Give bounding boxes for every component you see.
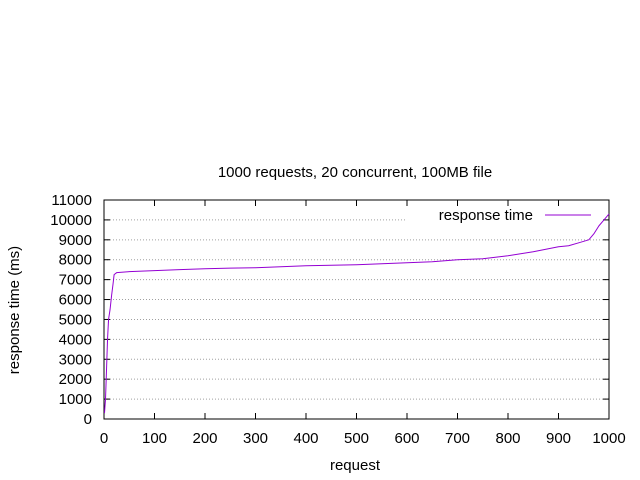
y-tick-label-4000: 4000 [59, 331, 92, 348]
x-tick-labels: 0 100 200 300 400 500 600 700 800 900 1000 [100, 430, 626, 447]
x-tick-label-300: 300 [243, 430, 268, 447]
y-tick-label-3000: 3000 [59, 351, 92, 368]
legend: response time [439, 207, 591, 224]
chart-title: 1000 requests, 20 concurrent, 100MB file [218, 164, 492, 181]
x-tick-label-100: 100 [142, 430, 167, 447]
y-tick-label-1000: 1000 [59, 391, 92, 408]
x-tick-label-700: 700 [445, 430, 470, 447]
series-line-0 [104, 213, 610, 414]
y-tick-label-9000: 9000 [59, 232, 92, 249]
axes [103, 199, 610, 420]
y-tick-labels: 0 1000 2000 3000 4000 5000 6000 7000 8000 9000 100… [50, 192, 92, 428]
y-tick-label-11000: 11000 [51, 192, 92, 209]
x-tick-label-0: 0 [100, 430, 108, 447]
x-tick-label-500: 500 [344, 430, 369, 447]
y-axis-label: response time (ms) [6, 246, 23, 374]
y-tick-label-7000: 7000 [59, 272, 92, 289]
y-tick-label-0: 0 [84, 411, 92, 428]
y-tick-label-2000: 2000 [59, 371, 92, 388]
y-tick-label-6000: 6000 [59, 292, 92, 309]
y-tick-label-8000: 8000 [59, 252, 92, 269]
x-tick-label-400: 400 [293, 430, 318, 447]
x-tick-label-1000: 1000 [592, 430, 625, 447]
x-tick-label-800: 800 [495, 430, 520, 447]
series-lines [104, 213, 610, 414]
x-axis-label: request [330, 457, 381, 474]
y-tick-label-5000: 5000 [59, 311, 92, 328]
x-tick-label-200: 200 [192, 430, 217, 447]
y-tick-label-10000: 10000 [50, 212, 92, 229]
legend-label-response-time: response time [439, 207, 533, 224]
x-tick-label-600: 600 [394, 430, 419, 447]
grid-lines [104, 219, 609, 400]
x-tick-label-900: 900 [546, 430, 571, 447]
